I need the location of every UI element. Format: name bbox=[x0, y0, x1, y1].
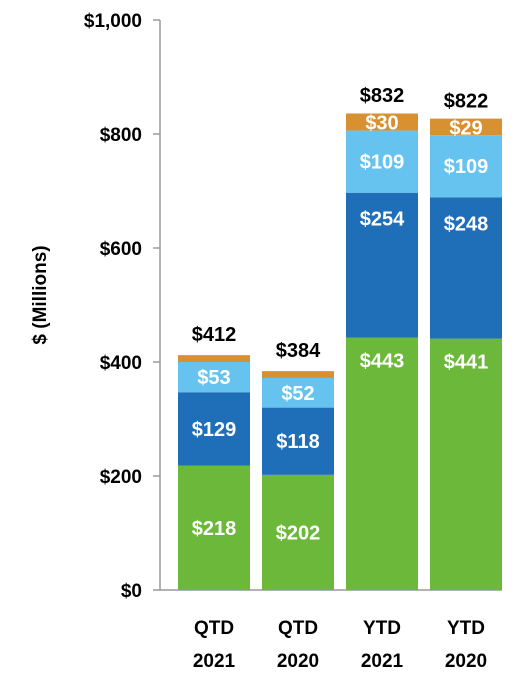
y-ticks: $0 $200 $400 $600 $800 $1,000 bbox=[84, 11, 160, 602]
y-tick-label: $200 bbox=[100, 467, 142, 488]
bar-segment bbox=[262, 377, 334, 408]
bar-total-label: $384 bbox=[276, 340, 321, 362]
y-tick-label: $0 bbox=[121, 581, 142, 602]
bar-value-label: $443 bbox=[360, 350, 405, 372]
y-axis-label: $ (Millions) bbox=[30, 245, 51, 344]
y-tick-label: $800 bbox=[100, 125, 142, 146]
bar-segment bbox=[178, 355, 250, 362]
bar-total-label: $832 bbox=[360, 85, 405, 107]
x-tick-label: 2020 bbox=[445, 651, 487, 672]
x-tick-label: YTD bbox=[447, 618, 485, 639]
bars: $218 $129 $53 $412 $202 $118 $52 $384 $443 $254 $1… bbox=[178, 85, 502, 590]
x-tick-label: 2020 bbox=[277, 651, 319, 672]
bar-segment bbox=[346, 113, 418, 131]
x-tick-label: QTD bbox=[194, 618, 234, 639]
bar-segment bbox=[430, 118, 502, 136]
bar-value-label: $129 bbox=[192, 419, 237, 441]
bar-value-label: $441 bbox=[444, 352, 489, 374]
bar-segment bbox=[262, 407, 334, 475]
y-tick-label: $1,000 bbox=[84, 11, 142, 32]
bar-value-label: $52 bbox=[281, 383, 314, 405]
bar-segment bbox=[262, 371, 334, 378]
x-tick-label: QTD bbox=[278, 618, 318, 639]
y-tick-label: $600 bbox=[100, 239, 142, 260]
x-tick-label: 2021 bbox=[361, 651, 404, 672]
bar-segment bbox=[346, 337, 418, 590]
bar-segment bbox=[178, 392, 250, 466]
bar-value-label: $118 bbox=[276, 431, 319, 453]
bar-value-label: $202 bbox=[276, 522, 321, 544]
x-tick-label: 2021 bbox=[193, 651, 236, 672]
bar-segment bbox=[178, 465, 250, 590]
bar-value-label: $109 bbox=[444, 156, 489, 178]
bar-value-label: $109 bbox=[360, 152, 405, 174]
x-tick-label: YTD bbox=[363, 618, 401, 639]
bar-segment bbox=[262, 474, 334, 590]
bar-segment bbox=[346, 130, 418, 193]
bar-value-label: $53 bbox=[197, 367, 230, 389]
bar-segment bbox=[430, 197, 502, 339]
y-tick-label: $400 bbox=[100, 353, 142, 374]
x-ticks: QTD 2021 QTD 2020 YTD 2021 YTD 2020 bbox=[193, 618, 487, 672]
bar-segment bbox=[178, 362, 250, 393]
bar-segment bbox=[346, 192, 418, 338]
bar-segment bbox=[430, 338, 502, 590]
bar-total-label: $822 bbox=[444, 90, 489, 112]
bar-value-label: $248 bbox=[444, 213, 489, 235]
bar-value-label: $30 bbox=[365, 112, 398, 134]
bar-total-label: $412 bbox=[192, 324, 237, 346]
bar-value-label: $29 bbox=[449, 118, 482, 140]
bar-value-label: $254 bbox=[360, 209, 405, 231]
bar-segment bbox=[430, 135, 502, 198]
bar-value-label: $218 bbox=[192, 518, 237, 540]
